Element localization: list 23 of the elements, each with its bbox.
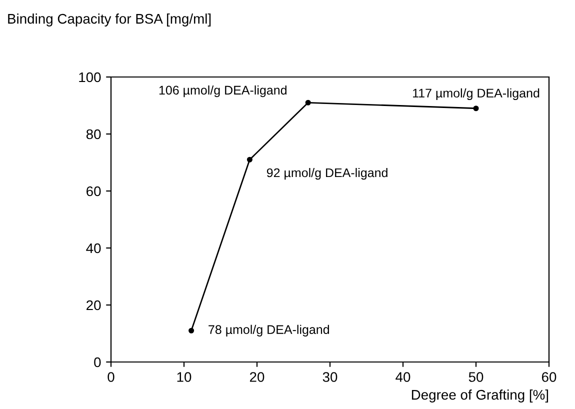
annotation: 92 µmol/g DEA-ligand	[266, 168, 388, 180]
y-tick-label: 40	[86, 243, 101, 254]
y-tick-label: 0	[94, 357, 101, 368]
x-tick-label: 0	[108, 372, 114, 382]
x-axis-title: Degree of Grafting [%]	[412, 390, 548, 402]
point	[473, 106, 479, 112]
x-tick-label: 40	[396, 372, 410, 382]
annotation: 78 µmol/g DEA-ligand	[208, 324, 330, 336]
x-tick-label: 50	[468, 372, 484, 382]
x-tick-label: 10	[177, 372, 192, 382]
point	[246, 156, 252, 162]
annotation: 106 µmol/g DEA-ligand	[159, 85, 286, 98]
y-tick-label: 20	[86, 300, 101, 310]
x-tick-label: 20	[250, 372, 264, 382]
x-tick-label: 60	[542, 372, 556, 382]
y-tick-label: 100	[79, 72, 101, 82]
point	[188, 328, 194, 334]
y-axis-title: Binding Capacity for BSA [mg/ml]	[8, 14, 211, 26]
point	[305, 100, 311, 106]
y-tick-label: 80	[86, 129, 101, 140]
y-tick-label: 60	[86, 186, 101, 196]
annotation: 117 µmol/g DEA-ligand	[413, 88, 540, 100]
x-tick-label: 30	[322, 372, 338, 382]
